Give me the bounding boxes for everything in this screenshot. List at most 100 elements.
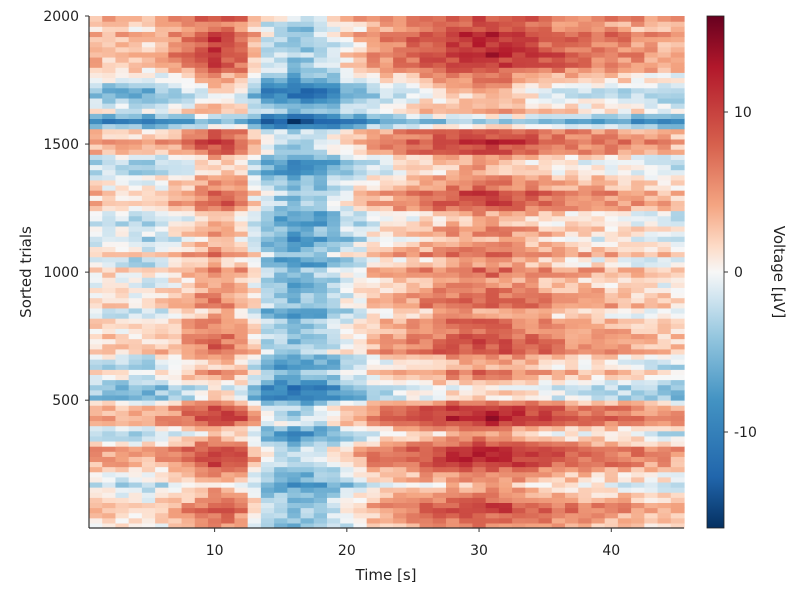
heatmap-cell [591,471,606,478]
heatmap-cell [247,384,262,391]
heatmap-cell [498,333,513,340]
heatmap-cell [538,277,553,283]
heatmap-cell [221,200,236,207]
heatmap-cell [485,246,500,253]
heatmap-cell [208,379,222,386]
heatmap-cell [221,476,236,483]
heatmap-cell [366,113,381,119]
heatmap-cell [128,400,143,406]
heatmap-cell [498,246,513,253]
heatmap-cell [274,56,288,63]
heatmap-cell [313,466,328,473]
heatmap-cell [340,466,355,473]
heatmap-cell [300,384,315,391]
heatmap-cell [247,415,262,422]
heatmap-cell [194,476,209,483]
heatmap-cell [498,159,513,166]
heatmap-cell [551,389,566,396]
heatmap-cell [432,256,447,263]
heatmap-cell [578,174,593,181]
heatmap-cell [260,405,275,411]
heatmap-cell [485,435,500,442]
heatmap-cell [155,113,169,119]
heatmap-cell [525,476,540,483]
heatmap-cell [565,302,579,309]
heatmap-cell [366,364,381,370]
heatmap-cell [128,446,143,452]
heatmap-cell [406,236,421,242]
heatmap-cell [247,522,262,529]
heatmap-cell [102,174,117,181]
heatmap-cell [393,430,407,437]
heatmap-cell [181,517,196,524]
heatmap-cell [221,133,236,140]
heatmap-cell [459,16,474,22]
heatmap-cell [247,149,262,155]
heatmap-cell [512,118,526,125]
heatmap-cell [657,266,672,273]
heatmap-cell [644,72,659,79]
heatmap-cell [379,62,394,68]
heatmap-cell [657,343,672,350]
heatmap-cell [247,512,262,519]
heatmap-cell [670,256,685,263]
heatmap-cell [538,394,553,401]
heatmap-cell [432,507,447,514]
heatmap-cell [512,292,526,299]
heatmap-cell [419,149,434,155]
heatmap-cell [287,507,302,514]
heatmap-cell [274,138,288,145]
heatmap-cell [300,236,315,242]
heatmap-cell [128,369,143,375]
heatmap-cell [194,195,209,201]
heatmap-cell [565,277,579,283]
heatmap-cell [313,133,328,140]
heatmap-cell [353,522,368,529]
heatmap-cell [525,41,540,48]
heatmap-cell [379,41,394,48]
heatmap-cell [168,410,183,416]
heatmap-cell [578,92,593,99]
heatmap-cell [591,492,606,498]
heatmap-cell [419,169,434,176]
heatmap-cell [234,502,249,509]
heatmap-cell [578,97,593,104]
heatmap-cell [512,21,526,27]
heatmap-cell [446,92,460,99]
heatmap-cell [353,118,368,125]
heatmap-cell [657,231,672,237]
heatmap-cell [247,36,262,43]
heatmap-cell [419,72,434,79]
heatmap-cell [419,179,434,186]
heatmap-cell [670,251,685,258]
heatmap-cell [194,72,209,79]
heatmap-cell [287,256,302,263]
heatmap-cell [155,497,169,503]
heatmap-cell [551,190,566,196]
heatmap-cell [670,113,685,119]
heatmap-cell [512,266,526,273]
heatmap-cell [221,282,236,288]
heatmap-cell [274,461,288,468]
heatmap-cell [353,425,368,432]
colorbar-tick-labels: 100-10 [724,105,757,441]
heatmap-cell [446,456,460,463]
heatmap-cell [604,497,619,503]
heatmap-cell [260,425,275,432]
heatmap-cell [578,405,593,411]
heatmap-cell [155,82,169,89]
heatmap-cell [247,215,262,222]
heatmap-cell [631,174,645,181]
heatmap-cell [300,108,315,114]
heatmap-cell [538,502,553,509]
heatmap-cell [657,215,672,222]
heatmap-cell [340,297,355,304]
heatmap-cell [274,277,288,283]
heatmap-cell [419,487,434,493]
heatmap-cell [327,476,341,483]
heatmap-cell [446,435,460,442]
heatmap-cell [604,461,619,468]
heatmap-cell [406,179,421,186]
heatmap-cell [406,159,421,166]
heatmap-cell [419,384,434,391]
